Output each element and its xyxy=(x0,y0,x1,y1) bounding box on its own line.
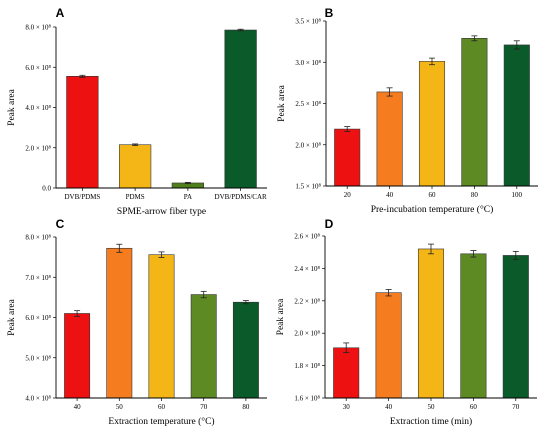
y-tick-label: 3.5 × 10⁸ xyxy=(295,18,321,26)
x-axis-label: Extraction temperature (°C) xyxy=(108,416,214,427)
x-tick-label: 60 xyxy=(429,191,437,199)
x-tick-label: DVB/PDMS/CAR xyxy=(215,193,267,201)
bar-DVB/PDMS xyxy=(66,76,99,189)
y-tick-label: 8.0 × 10⁸ xyxy=(25,24,51,32)
y-tick-label: 8.0 × 10⁸ xyxy=(25,234,51,242)
bar-50 xyxy=(106,247,133,399)
panel-label: B xyxy=(325,6,334,20)
bar-60 xyxy=(460,253,487,399)
panel-B: B 20 40 60 80 100 1.5 × 10⁸ 2.0 × 10⁸ 2.5 × 10⁸ 3… xyxy=(277,6,538,215)
y-axis-label: Peak area xyxy=(7,298,17,335)
y-axis-label: Peak area xyxy=(7,88,17,125)
bar-40 xyxy=(375,292,402,399)
bar-80 xyxy=(232,301,259,399)
bar-20 xyxy=(334,128,361,187)
x-tick-label: 100 xyxy=(512,191,523,199)
y-tick-label: 2.0 × 10⁸ xyxy=(295,141,321,149)
y-tick-label: 2.0 × 10⁸ xyxy=(25,144,51,152)
x-tick-label: 60 xyxy=(470,403,478,411)
x-tick-label: 30 xyxy=(343,403,351,411)
x-tick-label: PDMS xyxy=(126,193,145,201)
y-tick-label: 1.5 × 10⁸ xyxy=(295,183,321,191)
panel-label: A xyxy=(56,6,65,20)
x-tick-label: 50 xyxy=(116,403,124,411)
y-tick-label: 2.0 × 10⁸ xyxy=(294,330,320,338)
y-tick-label: 6.0 × 10⁸ xyxy=(25,314,51,322)
x-tick-label: 50 xyxy=(428,403,436,411)
y-tick-label: 2.4 × 10⁸ xyxy=(294,265,320,273)
panel-label: D xyxy=(325,217,334,231)
bar-100 xyxy=(503,44,530,187)
y-tick-label: 4.0 × 10⁸ xyxy=(25,104,51,112)
x-tick-label: DVB/PDMS xyxy=(64,193,100,201)
y-tick-label: 2.2 × 10⁸ xyxy=(294,297,320,305)
y-tick-label: 0.0 xyxy=(42,185,51,193)
panel-D: D 30 40 50 60 70 1.6 × 10⁸ 1.8 × 10⁸ 2.0 × 10⁸ 2.… xyxy=(276,217,537,427)
y-tick-label: 6.0 × 10⁸ xyxy=(25,64,51,72)
x-axis-label: SPME-arrow fiber type xyxy=(117,206,206,217)
panel-C: C 40 50 60 70 80 4.0 × 10⁸ 5.0 × 10⁸ 6.0 × 10⁸ 7.… xyxy=(7,217,267,427)
panel-A: A DVB/PDMS PDMS PA DVB/PDMS/CAR 0.0 2.0 × 10⁸ 4… xyxy=(7,6,267,217)
bar-50 xyxy=(417,248,445,399)
bar-60 xyxy=(418,61,446,187)
y-tick-label: 2.5 × 10⁸ xyxy=(295,100,321,108)
bar-DVB/PDMS/CAR xyxy=(224,29,257,189)
x-tick-label: 80 xyxy=(242,403,250,411)
x-axis-label: Pre-incubation temperature (°C) xyxy=(371,204,494,215)
x-tick-label: 20 xyxy=(344,191,352,199)
bar-70 xyxy=(190,294,217,399)
x-tick-label: 70 xyxy=(200,403,208,411)
bar-80 xyxy=(461,38,488,187)
x-axis-label: Extraction time (min) xyxy=(390,416,472,427)
panel-label: C xyxy=(56,217,65,231)
bar-PDMS xyxy=(119,144,152,189)
y-tick-label: 2.6 × 10⁸ xyxy=(294,233,320,241)
bar-40 xyxy=(64,313,91,399)
y-tick-label: 5.0 × 10⁸ xyxy=(25,354,51,362)
x-tick-label: 70 xyxy=(512,403,520,411)
y-axis-label: Peak area xyxy=(276,298,286,335)
x-tick-label: 40 xyxy=(386,191,394,199)
x-tick-label: 40 xyxy=(385,403,393,411)
bar-30 xyxy=(333,347,360,399)
bar-60 xyxy=(148,254,175,399)
y-tick-label: 1.8 × 10⁸ xyxy=(294,362,320,370)
x-tick-label: 60 xyxy=(158,403,166,411)
bar-70 xyxy=(502,255,529,399)
y-tick-label: 3.0 × 10⁸ xyxy=(295,59,321,67)
y-tick-label: 7.0 × 10⁸ xyxy=(25,274,51,282)
x-tick-label: 40 xyxy=(74,403,82,411)
y-tick-label: 4.0 × 10⁸ xyxy=(25,395,51,403)
y-axis-label: Peak area xyxy=(277,84,287,121)
y-tick-label: 1.6 × 10⁸ xyxy=(294,395,320,403)
bar-40 xyxy=(376,91,403,187)
x-tick-label: PA xyxy=(184,193,192,201)
x-tick-label: 80 xyxy=(471,191,479,199)
